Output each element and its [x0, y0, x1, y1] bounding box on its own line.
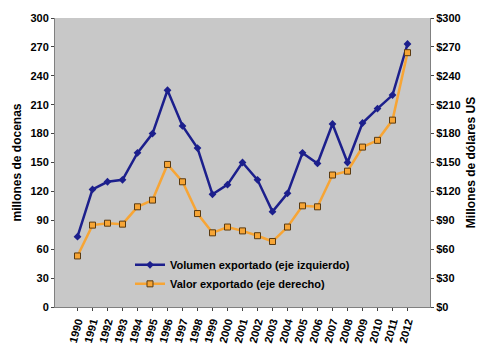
svg-text:$30: $30: [436, 272, 454, 284]
svg-text:2007: 2007: [322, 318, 340, 345]
svg-text:1990: 1990: [67, 318, 85, 345]
svg-text:$90: $90: [436, 214, 454, 226]
svg-text:210: 210: [30, 99, 48, 111]
svg-text:60: 60: [37, 243, 49, 255]
svg-text:180: 180: [30, 127, 48, 139]
svg-text:$60: $60: [436, 243, 454, 255]
svg-text:$300: $300: [436, 12, 460, 24]
svg-text:1998: 1998: [187, 318, 205, 345]
svg-text:2012: 2012: [397, 318, 415, 345]
svg-text:$180: $180: [436, 127, 460, 139]
svg-text:1993: 1993: [112, 318, 130, 345]
svg-text:$120: $120: [436, 185, 460, 197]
svg-text:2001: 2001: [232, 318, 250, 345]
svg-text:2004: 2004: [277, 317, 295, 345]
svg-text:2003: 2003: [262, 318, 280, 345]
svg-text:30: 30: [37, 272, 49, 284]
svg-text:millones de docenas: millones de docenas: [10, 103, 24, 221]
svg-text:Volumen exportado (eje izquier: Volumen exportado (eje izquierdo): [170, 259, 350, 271]
svg-text:1999: 1999: [202, 318, 220, 345]
svg-text:1991: 1991: [82, 318, 100, 345]
svg-text:90: 90: [37, 214, 49, 226]
svg-text:$0: $0: [436, 301, 448, 313]
svg-text:240: 240: [30, 70, 48, 82]
svg-text:Millones de dólares US: Millones de dólares US: [464, 97, 478, 228]
svg-text:$210: $210: [436, 99, 460, 111]
svg-text:$270: $270: [436, 41, 460, 53]
svg-text:$150: $150: [436, 156, 460, 168]
svg-text:1992: 1992: [97, 318, 115, 345]
svg-text:1994: 1994: [127, 317, 145, 345]
svg-text:120: 120: [30, 185, 48, 197]
svg-text:2006: 2006: [307, 318, 325, 345]
svg-text:2009: 2009: [352, 318, 370, 345]
svg-text:2005: 2005: [292, 318, 310, 345]
svg-text:1995: 1995: [142, 318, 160, 345]
svg-text:2008: 2008: [337, 318, 355, 345]
svg-text:2010: 2010: [367, 318, 385, 345]
svg-text:1997: 1997: [172, 318, 190, 345]
svg-text:300: 300: [30, 12, 48, 24]
svg-text:Valor exportado (eje derecho): Valor exportado (eje derecho): [170, 278, 325, 290]
svg-text:270: 270: [30, 41, 48, 53]
svg-text:1996: 1996: [157, 318, 175, 345]
svg-text:2000: 2000: [217, 318, 235, 345]
svg-text:2002: 2002: [247, 318, 265, 345]
svg-text:150: 150: [30, 156, 48, 168]
svg-text:2011: 2011: [382, 318, 400, 344]
svg-text:$240: $240: [436, 70, 460, 82]
svg-text:0: 0: [43, 301, 49, 313]
